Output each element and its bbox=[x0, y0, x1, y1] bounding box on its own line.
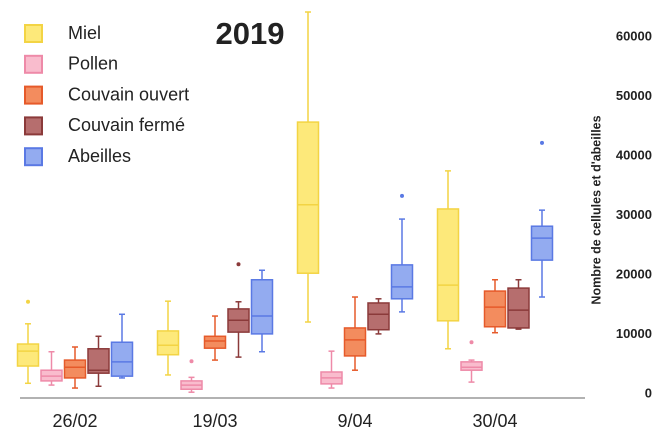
legend-swatch bbox=[24, 24, 43, 43]
y-tick-label: 10000 bbox=[616, 326, 652, 341]
chart-title: 2019 bbox=[216, 16, 285, 51]
box bbox=[63, 359, 87, 379]
y-axis-label: Nombre de cellules et d'abeilles bbox=[589, 115, 603, 304]
box bbox=[507, 287, 530, 329]
outlier bbox=[236, 262, 241, 267]
y-tick-label: 20000 bbox=[616, 266, 652, 281]
y-tick-label: 40000 bbox=[616, 147, 652, 162]
box bbox=[367, 302, 390, 331]
box bbox=[156, 330, 180, 356]
legend-swatch bbox=[24, 54, 43, 74]
legend-label: Pollen bbox=[68, 54, 118, 74]
outlier bbox=[26, 299, 30, 304]
x-tick-label: 26/02 bbox=[52, 411, 97, 431]
outlier bbox=[400, 193, 404, 198]
outlier bbox=[189, 359, 194, 364]
legend-label: Abeilles bbox=[68, 146, 131, 166]
outlier bbox=[540, 140, 544, 145]
y-tick-label: 0 bbox=[645, 385, 652, 400]
box bbox=[390, 264, 414, 300]
outlier bbox=[469, 340, 474, 345]
legend-swatch bbox=[24, 147, 43, 167]
box bbox=[203, 335, 227, 349]
y-tick-label: 30000 bbox=[616, 207, 652, 222]
legend-label: Couvain ouvert bbox=[68, 84, 189, 104]
legend-swatch bbox=[24, 85, 43, 105]
box bbox=[110, 341, 134, 377]
box bbox=[460, 361, 483, 371]
box bbox=[530, 225, 554, 261]
legend-label: Miel bbox=[68, 23, 101, 43]
legend-label: Couvain fermé bbox=[68, 115, 185, 135]
x-tick-label: 9/04 bbox=[337, 411, 372, 431]
box bbox=[87, 348, 110, 374]
y-tick-label: 50000 bbox=[616, 88, 652, 103]
box bbox=[16, 343, 40, 367]
legend-swatch bbox=[24, 116, 43, 136]
box bbox=[343, 327, 367, 357]
y-tick-label: 60000 bbox=[616, 28, 652, 43]
x-tick-label: 19/03 bbox=[192, 411, 237, 431]
box bbox=[296, 121, 320, 274]
x-tick-label: 30/04 bbox=[472, 411, 517, 431]
box bbox=[250, 279, 274, 335]
box bbox=[436, 208, 460, 322]
box bbox=[483, 290, 507, 328]
